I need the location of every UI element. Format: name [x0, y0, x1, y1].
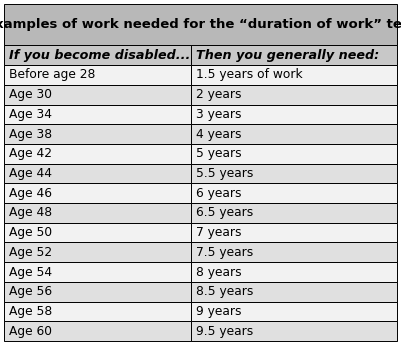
- Text: Age 48: Age 48: [9, 206, 52, 219]
- Bar: [190, 144, 397, 164]
- Text: 9 years: 9 years: [196, 305, 241, 318]
- Text: Examples of work needed for the “duration of work” test: Examples of work needed for the “duratio…: [0, 18, 401, 31]
- Text: Age 42: Age 42: [9, 147, 52, 160]
- Bar: [190, 46, 397, 65]
- Text: 5.5 years: 5.5 years: [196, 167, 253, 180]
- Bar: [4, 85, 190, 105]
- Bar: [4, 46, 190, 65]
- Text: Then you generally need:: Then you generally need:: [196, 49, 379, 62]
- Text: 1.5 years of work: 1.5 years of work: [196, 68, 302, 81]
- Bar: [4, 262, 190, 282]
- Text: 7.5 years: 7.5 years: [196, 246, 253, 259]
- Bar: [190, 243, 397, 262]
- Text: 9.5 years: 9.5 years: [196, 325, 253, 338]
- Bar: [190, 183, 397, 203]
- Text: 6 years: 6 years: [196, 187, 241, 200]
- Text: Age 30: Age 30: [9, 88, 52, 101]
- Text: Age 34: Age 34: [9, 108, 52, 121]
- Text: Age 58: Age 58: [9, 305, 52, 318]
- Bar: [190, 105, 397, 124]
- Text: 8.5 years: 8.5 years: [196, 285, 253, 298]
- Bar: [190, 282, 397, 302]
- Bar: [190, 321, 397, 341]
- Text: Age 50: Age 50: [9, 226, 52, 239]
- Bar: [4, 65, 190, 85]
- Bar: [190, 262, 397, 282]
- Bar: [4, 302, 190, 321]
- Bar: [4, 124, 190, 144]
- Bar: [4, 4, 397, 46]
- Bar: [4, 183, 190, 203]
- Bar: [190, 203, 397, 223]
- Text: 5 years: 5 years: [196, 147, 241, 160]
- Bar: [4, 223, 190, 243]
- Text: Before age 28: Before age 28: [9, 68, 95, 81]
- Bar: [4, 105, 190, 124]
- Bar: [4, 203, 190, 223]
- Bar: [190, 302, 397, 321]
- Text: If you become disabled...: If you become disabled...: [9, 49, 190, 62]
- Text: 4 years: 4 years: [196, 128, 241, 140]
- Bar: [4, 321, 190, 341]
- Bar: [190, 124, 397, 144]
- Bar: [190, 85, 397, 105]
- Bar: [190, 223, 397, 243]
- Bar: [190, 164, 397, 183]
- Text: Age 38: Age 38: [9, 128, 52, 140]
- Text: Age 54: Age 54: [9, 266, 52, 278]
- Text: Age 56: Age 56: [9, 285, 52, 298]
- Bar: [4, 243, 190, 262]
- Text: Age 60: Age 60: [9, 325, 52, 338]
- Text: 6.5 years: 6.5 years: [196, 206, 253, 219]
- Text: 7 years: 7 years: [196, 226, 241, 239]
- Text: 8 years: 8 years: [196, 266, 241, 278]
- Text: Age 52: Age 52: [9, 246, 52, 259]
- Bar: [4, 282, 190, 302]
- Bar: [4, 164, 190, 183]
- Bar: [4, 144, 190, 164]
- Bar: [190, 65, 397, 85]
- Text: Age 44: Age 44: [9, 167, 52, 180]
- Text: 3 years: 3 years: [196, 108, 241, 121]
- Text: Age 46: Age 46: [9, 187, 52, 200]
- Text: 2 years: 2 years: [196, 88, 241, 101]
